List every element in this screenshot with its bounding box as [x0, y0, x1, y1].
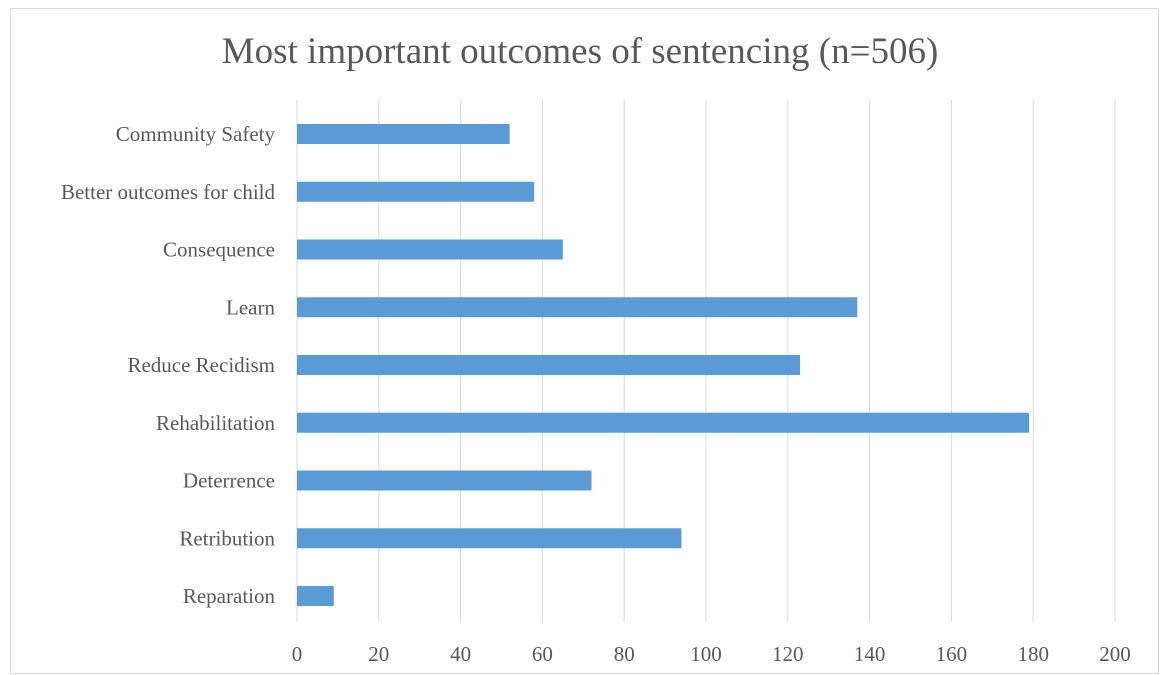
bar	[297, 297, 858, 318]
bar	[297, 470, 592, 491]
category-labels: Community Safety Better outcomes for chil…	[61, 122, 276, 608]
bar	[297, 181, 535, 202]
x-axis-ticks: 0 20 40 60 80 100 120 140 160 180 200	[292, 642, 1131, 666]
chart-title: Most important outcomes of sentencing (n…	[221, 31, 939, 72]
bar	[297, 124, 510, 144]
category-label: Consequence	[163, 238, 275, 262]
x-tick-label: 200	[1099, 642, 1131, 666]
category-label: Rehabilitation	[156, 411, 275, 435]
bar	[297, 239, 563, 260]
category-label: Better outcomes for child	[61, 180, 276, 204]
category-label: Learn	[226, 295, 275, 319]
category-label: Retribution	[179, 526, 275, 550]
category-label: Deterrence	[183, 469, 275, 493]
x-tick-label: 60	[532, 642, 553, 666]
bar	[297, 528, 682, 549]
bar	[297, 586, 334, 606]
chart-frame	[10, 8, 1159, 674]
category-label: Reduce Recidism	[127, 353, 275, 377]
x-tick-label: 40	[450, 642, 471, 666]
x-tick-label: 140	[854, 642, 886, 666]
category-label: Community Safety	[116, 122, 276, 146]
x-tick-label: 100	[690, 642, 722, 666]
bars	[297, 124, 1030, 606]
x-tick-label: 0	[292, 642, 303, 666]
category-label: Reparation	[183, 584, 276, 608]
bar	[297, 412, 1030, 433]
x-tick-label: 120	[772, 642, 804, 666]
x-tick-label: 180	[1017, 642, 1049, 666]
x-tick-label: 80	[614, 642, 635, 666]
x-tick-label: 160	[936, 642, 968, 666]
bar	[297, 355, 801, 375]
x-tick-label: 20	[368, 642, 389, 666]
